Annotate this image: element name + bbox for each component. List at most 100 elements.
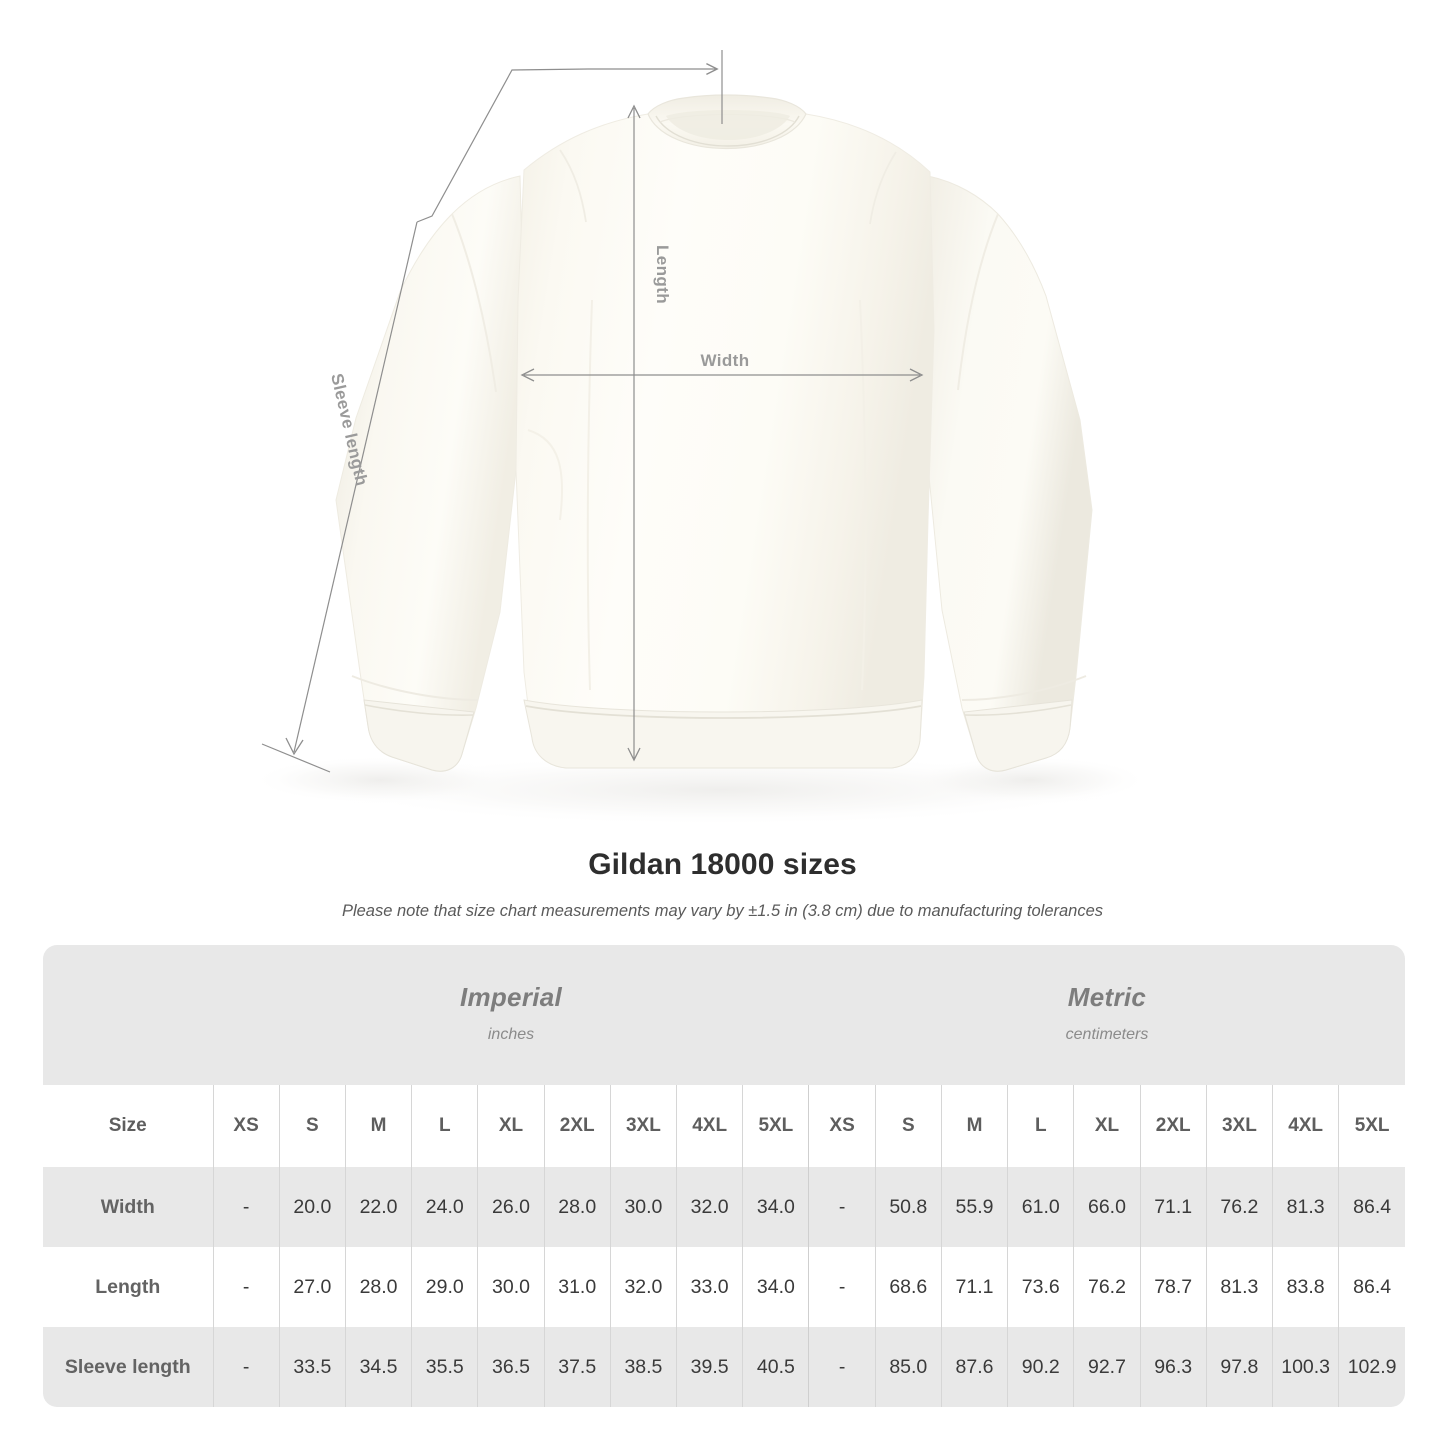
cell-length-imperial-m: 28.0	[344, 1247, 412, 1327]
cell-sleeve-length-metric-5xl: 102.9	[1338, 1327, 1405, 1407]
unit-system-subtitle: centimeters	[1065, 1026, 1149, 1043]
cell-length-imperial-3xl: 32.0	[609, 1247, 677, 1327]
cell-sleeve-length-metric-xs: -	[808, 1327, 876, 1407]
cell-width-metric-l: 61.0	[1007, 1167, 1074, 1247]
column-header-metric-l[interactable]: L	[1007, 1085, 1074, 1167]
cell-sleeve-length-metric-3xl: 97.8	[1205, 1327, 1273, 1407]
cell-length-metric-4xl: 83.8	[1272, 1247, 1339, 1327]
cell-width-metric-xl: 66.0	[1073, 1167, 1141, 1247]
column-header-imperial-2xl[interactable]: 2XL	[543, 1085, 611, 1167]
left-sleeve-crease	[351, 675, 479, 701]
cell-sleeve-length-imperial-xs: -	[212, 1327, 280, 1407]
table-row: Width -20.0 22.0 24.0 26.0 28.0 30.0 32.0 34.0-5…	[43, 1167, 1405, 1247]
cell-sleeve-length-imperial-m: 34.5	[344, 1327, 412, 1407]
cell-length-imperial-2xl: 31.0	[543, 1247, 611, 1327]
cell-width-imperial-s: 20.0	[278, 1167, 346, 1247]
column-header-imperial-xs[interactable]: XS	[212, 1085, 280, 1167]
size-table: Imperial inches Metric centimeters Size XS S M L…	[43, 945, 1405, 1407]
column-header-imperial-l[interactable]: L	[411, 1085, 478, 1167]
cell-width-metric-5xl: 86.4	[1338, 1167, 1405, 1247]
column-header-metric-s[interactable]: S	[874, 1085, 942, 1167]
body-crease-left	[586, 299, 593, 691]
cell-length-metric-3xl: 81.3	[1205, 1247, 1273, 1327]
right-shoulder-seam	[869, 151, 897, 225]
collar-inner-edge	[655, 115, 800, 147]
garment-shadow-right	[910, 756, 1150, 804]
cell-sleeve-length-metric-m: 87.6	[940, 1327, 1008, 1407]
column-header-imperial-xl[interactable]: XL	[477, 1085, 545, 1167]
column-header-imperial-s[interactable]: S	[278, 1085, 346, 1167]
right-cuff-seam	[964, 704, 1072, 716]
column-header-metric-xl[interactable]: XL	[1073, 1085, 1141, 1167]
left-sleeve-fold	[451, 213, 497, 393]
unit-system-name: Imperial	[459, 982, 563, 1012]
cell-width-imperial-3xl: 30.0	[609, 1167, 677, 1247]
column-header-imperial-5xl[interactable]: 5XL	[742, 1085, 809, 1167]
cell-width-imperial-m: 22.0	[344, 1167, 412, 1247]
cell-width-imperial-4xl: 32.0	[676, 1167, 743, 1247]
column-header-imperial-3xl[interactable]: 3XL	[609, 1085, 677, 1167]
cell-length-metric-2xl: 78.7	[1139, 1247, 1207, 1327]
title-block: Gildan 18000 sizes Please note that size…	[0, 845, 1445, 925]
column-header-metric-3xl[interactable]: 3XL	[1205, 1085, 1273, 1167]
left-cuff	[363, 699, 475, 772]
cell-sleeve-length-imperial-l: 35.5	[411, 1327, 478, 1407]
neck-opening	[666, 110, 790, 140]
cell-length-metric-m: 71.1	[940, 1247, 1008, 1327]
cell-sleeve-length-metric-l: 90.2	[1007, 1327, 1074, 1407]
unit-system-subtitle: inches	[487, 1026, 535, 1043]
right-cuff	[963, 699, 1073, 772]
cell-sleeve-length-imperial-s: 33.5	[278, 1327, 346, 1407]
left-cuff-seam	[364, 704, 474, 716]
hem-seam	[525, 705, 922, 719]
cell-width-metric-s: 50.8	[874, 1167, 942, 1247]
column-header-imperial-4xl[interactable]: 4XL	[676, 1085, 743, 1167]
column-header-metric-m[interactable]: M	[940, 1085, 1008, 1167]
cell-length-imperial-xl: 30.0	[477, 1247, 545, 1327]
cell-length-metric-xs: -	[808, 1247, 876, 1327]
cell-width-metric-xs: -	[808, 1167, 876, 1247]
column-header-metric-xs[interactable]: XS	[808, 1085, 876, 1167]
cell-length-metric-s: 68.6	[874, 1247, 942, 1327]
garment-shadow-left	[250, 756, 510, 804]
cell-width-imperial-5xl: 34.0	[742, 1167, 809, 1247]
unit-system-imperial: Imperial inches	[213, 945, 809, 1085]
table-row: Sleeve length -33.5 34.5 35.5 36.5 37.5 38.5 39…	[43, 1327, 1405, 1407]
cell-sleeve-length-imperial-3xl: 38.5	[609, 1327, 677, 1407]
body-crease-right	[859, 299, 867, 691]
page-title: Gildan 18000 sizes	[588, 848, 857, 881]
cell-length-imperial-s: 27.0	[278, 1247, 346, 1327]
cell-width-imperial-xl: 26.0	[477, 1167, 545, 1247]
cell-length-imperial-l: 29.0	[411, 1247, 478, 1327]
sleeve-length-measure-line	[261, 68, 589, 773]
cell-length-imperial-xs: -	[212, 1247, 280, 1327]
column-header-metric-4xl[interactable]: 4XL	[1272, 1085, 1339, 1167]
column-header-size: Size	[43, 1085, 213, 1167]
garment-diagram: Length Width Sleeve length	[250, 50, 1150, 826]
row-header-width: Width	[43, 1167, 213, 1247]
cell-width-imperial-2xl: 28.0	[543, 1167, 611, 1247]
unit-row-spacer	[43, 945, 213, 1085]
size-header-row: Size XS S M L XL 2XL 3XL 4XL 5XL XS S M L XL 2XL 3XL 4XL 5…	[43, 1085, 1405, 1167]
cell-width-metric-4xl: 81.3	[1272, 1167, 1339, 1247]
cell-length-imperial-5xl: 34.0	[742, 1247, 809, 1327]
cell-sleeve-length-imperial-xl: 36.5	[477, 1327, 545, 1407]
column-header-metric-5xl[interactable]: 5XL	[1338, 1085, 1405, 1167]
column-header-metric-2xl[interactable]: 2XL	[1139, 1085, 1207, 1167]
column-header-imperial-m[interactable]: M	[344, 1085, 412, 1167]
tolerance-note: Please note that size chart measurements…	[341, 902, 1104, 920]
left-shoulder-seam	[559, 149, 587, 223]
cell-sleeve-length-metric-2xl: 96.3	[1139, 1327, 1207, 1407]
cell-width-imperial-xs: -	[212, 1167, 280, 1247]
garment-illustration: Length Width Sleeve length	[250, 50, 1150, 826]
right-sleeve-crease	[961, 675, 1087, 701]
body-side-fold	[527, 429, 563, 521]
cell-width-imperial-l: 24.0	[411, 1167, 478, 1247]
right-sleeve-fold	[957, 213, 999, 391]
unit-system-metric: Metric centimeters	[808, 945, 1405, 1085]
cell-length-metric-l: 73.6	[1007, 1247, 1074, 1327]
unit-system-row: Imperial inches Metric centimeters	[43, 945, 1405, 1085]
bottom-hem	[523, 699, 923, 769]
length-measure-line	[627, 104, 641, 762]
